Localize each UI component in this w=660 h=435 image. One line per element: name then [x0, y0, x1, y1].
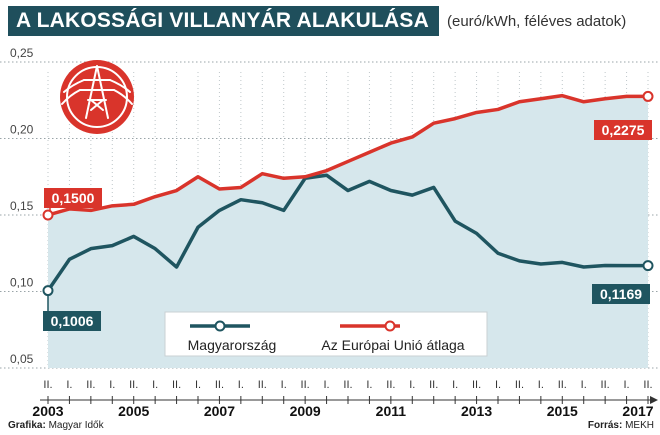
x-year-label: 2005: [118, 403, 149, 419]
graphics-credit: Grafika: Magyar Idők: [8, 420, 104, 431]
y-tick-label: 0,20: [10, 123, 34, 137]
x-half-label: II.: [215, 379, 224, 391]
x-year-label: 2015: [547, 403, 578, 419]
x-half-label: I.: [152, 379, 158, 391]
eu-start-label-box: [44, 188, 102, 208]
series-lines: [46, 93, 648, 292]
x-year-label: 2013: [461, 403, 492, 419]
x-year-label: 2007: [204, 403, 235, 419]
eu-end-label: 0,2275: [594, 120, 652, 140]
x-half-label: II.: [129, 379, 138, 391]
legend: Magyarország Az Európai Unió átlaga: [164, 311, 488, 357]
x-half-label: II.: [429, 379, 438, 391]
x-half-label: II.: [643, 379, 652, 391]
x-half-label: II.: [558, 379, 567, 391]
source-credit-value: MEKH: [625, 420, 654, 431]
x-half-label: II.: [301, 379, 310, 391]
y-tick-label: 0,25: [10, 46, 34, 60]
hungary-end-label-text: 0,1169: [600, 286, 642, 302]
hungary-start-label-text: 0,1006: [51, 313, 94, 329]
legend-label-hungary: Magyarország: [188, 337, 277, 353]
eu-end-label-text: 0,2275: [602, 122, 645, 138]
x-half-label: I.: [452, 379, 458, 391]
x-year-label: 2011: [376, 403, 407, 419]
legend-label-eu: Az Európai Unió átlaga: [321, 337, 464, 353]
x-half-label: I.: [581, 379, 587, 391]
x-half-label: I.: [495, 379, 501, 391]
title-bar: A LAKOSSÁGI VILLANYÁR ALAKULÁSA (euró/kW…: [8, 6, 626, 36]
x-half-label: II.: [343, 379, 352, 391]
graphics-credit-value: Magyar Idők: [48, 420, 104, 431]
x-year-label: 2017: [622, 403, 653, 419]
x-half-label: II.: [258, 379, 267, 391]
x-half-label: I.: [538, 379, 544, 391]
power-pylon-icon: [60, 60, 134, 134]
x-half-label: I.: [238, 379, 244, 391]
eu-endpoint: [642, 90, 654, 102]
eu-legend-marker: [384, 320, 396, 332]
x-half-label: I.: [195, 379, 201, 391]
hungary-endpoint: [42, 285, 54, 297]
hungary-start-label-box: [43, 311, 101, 331]
x-half-label: I.: [409, 379, 415, 391]
chart-title: A LAKOSSÁGI VILLANYÁR ALAKULÁSA: [8, 6, 439, 36]
eu-start-label: 0,1500: [44, 188, 102, 208]
x-axis: II. I. II. I. II. I. II. I. II. I. II. I. II. I. II. I.…: [32, 379, 658, 419]
y-tick-label: 0,15: [10, 199, 34, 213]
x-half-label: II.: [515, 379, 524, 391]
y-tick-label: 0,05: [10, 352, 34, 366]
source-credit-label: Forrás:: [587, 420, 623, 431]
x-half-label: I.: [281, 379, 287, 391]
hungary-start-label: 0,1006: [43, 311, 101, 331]
legend-box: [164, 311, 488, 357]
series-endpoints: [42, 90, 654, 297]
y-axis-ticks: 0,05 0,10 0,15 0,20 0,25: [10, 46, 34, 366]
x-half-label: I.: [624, 379, 630, 391]
x-half-label: II.: [172, 379, 181, 391]
x-half-label: II.: [601, 379, 610, 391]
x-half-label: II.: [472, 379, 481, 391]
chart-subtitle: (euró/kWh, féléves adatok): [446, 12, 627, 30]
eu-start-label-text: 0,1500: [52, 190, 95, 206]
hungary-endpoint: [642, 260, 654, 272]
x-half-label: I.: [366, 379, 372, 391]
hungary-area: [48, 95, 648, 368]
source-credit: Forrás: MEKH: [588, 420, 654, 431]
value-labels: 0,1500 0,2275 0,1006 0,1169: [43, 120, 652, 331]
x-half-label: II.: [43, 379, 52, 391]
x-half-label: I.: [66, 379, 72, 391]
x-year-label: 2003: [32, 403, 63, 419]
graphics-credit-label: Grafika:: [8, 420, 46, 431]
x-half-label: I.: [324, 379, 330, 391]
hungary-end-label-box: [592, 284, 650, 304]
hungary-legend-marker: [214, 320, 226, 332]
x-half-label: I.: [109, 379, 115, 391]
hungary-line: [46, 173, 648, 292]
x-half-label: II.: [386, 379, 395, 391]
y-tick-label: 0,10: [10, 276, 34, 290]
eu-area-fill: [48, 95, 648, 368]
x-axis-arrow: [650, 396, 658, 404]
eu-end-label-box: [594, 120, 652, 140]
eu-endpoint: [42, 209, 54, 221]
x-half-label: II.: [86, 379, 95, 391]
eu-line: [47, 93, 648, 217]
hungary-end-label: 0,1169: [592, 284, 650, 304]
x-year-label: 2009: [290, 403, 321, 419]
